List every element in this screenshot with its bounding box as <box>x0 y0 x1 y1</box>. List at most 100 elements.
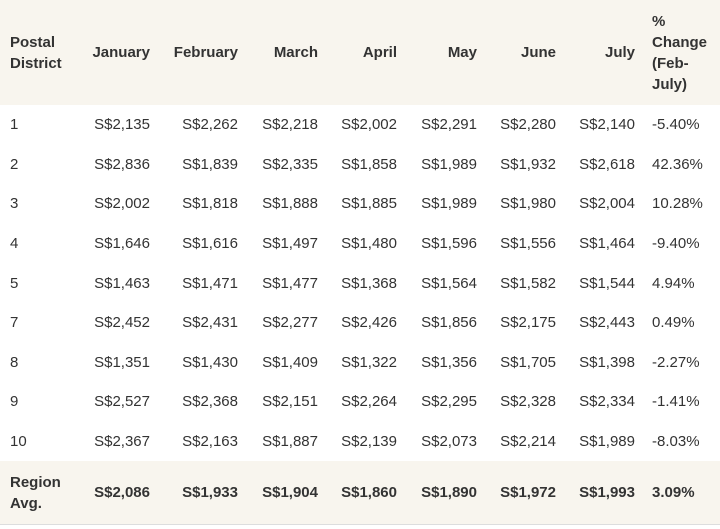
table-footer: Region Avg. S$2,086 S$1,933 S$1,904 S$1,860 S… <box>0 461 720 525</box>
table-cell: S$1,616 <box>182 235 238 253</box>
table-cell: S$2,295 <box>421 393 477 411</box>
table-cell: S$1,818 <box>182 195 238 213</box>
table-row: 1 S$2,135 S$2,262 S$2,218 S$2,002 S$2,291 S$2,… <box>0 105 720 145</box>
table-cell: -9.40% <box>652 235 700 253</box>
table-cell: 9 <box>10 393 19 411</box>
table-cell: S$1,989 <box>421 155 477 173</box>
column-header: Postal District <box>10 33 62 72</box>
footer-cell: S$1,993 <box>579 484 635 502</box>
table-cell: S$2,426 <box>341 314 397 332</box>
table-cell: 10 <box>10 433 27 451</box>
table-cell: 5 <box>10 274 19 292</box>
footer-cell: S$1,904 <box>262 484 318 502</box>
table-cell: S$2,368 <box>182 393 238 411</box>
footer-cell: Region Avg. <box>10 473 61 512</box>
table-cell: S$1,464 <box>579 235 635 253</box>
table-body: 1 S$2,135 S$2,262 S$2,218 S$2,002 S$2,291 S$2,… <box>0 105 720 461</box>
table-row: 5 S$1,463 S$1,471 S$1,477 S$1,368 S$1,564 S$1,… <box>0 263 720 303</box>
table-cell: S$1,544 <box>579 274 635 292</box>
table-cell: S$1,885 <box>341 195 397 213</box>
table-cell: 2 <box>10 155 19 173</box>
table-cell: 42.36% <box>652 155 703 173</box>
table-cell: S$2,277 <box>262 314 318 332</box>
footer-cell: 3.09% <box>652 484 695 502</box>
table-cell: S$1,705 <box>500 353 556 371</box>
table-cell: S$1,556 <box>500 235 556 253</box>
footer-cell: S$2,086 <box>94 484 150 502</box>
table-cell: S$2,135 <box>94 116 150 134</box>
table-cell: S$2,264 <box>341 393 397 411</box>
table-row: 9 S$2,527 S$2,368 S$2,151 S$2,264 S$2,295 S$2,… <box>0 382 720 422</box>
table-cell: S$1,596 <box>421 235 477 253</box>
column-header: February <box>173 44 238 61</box>
table-cell: 4.94% <box>652 274 695 292</box>
table-cell: S$2,175 <box>500 314 556 332</box>
table-cell: S$1,368 <box>341 274 397 292</box>
table-cell: S$2,328 <box>500 393 556 411</box>
table-cell: S$1,471 <box>182 274 238 292</box>
footer-cell: S$1,933 <box>182 484 238 502</box>
footer-row: Region Avg. S$2,086 S$1,933 S$1,904 S$1,860 S… <box>0 461 720 525</box>
footer-cell: S$1,890 <box>421 484 477 502</box>
table-cell: 8 <box>10 353 19 371</box>
table-cell: S$2,335 <box>262 155 318 173</box>
table-cell: S$1,477 <box>262 274 318 292</box>
table-cell: S$2,452 <box>94 314 150 332</box>
table-cell: S$2,431 <box>182 314 238 332</box>
table-cell: S$1,480 <box>341 235 397 253</box>
table-cell: -8.03% <box>652 433 700 451</box>
table-cell: S$1,322 <box>341 353 397 371</box>
footer-cell: S$1,860 <box>341 484 397 502</box>
table-cell: S$2,618 <box>579 155 635 173</box>
table-cell: S$2,262 <box>182 116 238 134</box>
table-row: 3 S$2,002 S$1,818 S$1,888 S$1,885 S$1,989 S$1,… <box>0 184 720 224</box>
table-row: 2 S$2,836 S$1,839 S$2,335 S$1,858 S$1,989 S$1,… <box>0 145 720 185</box>
table-cell: S$1,839 <box>182 155 238 173</box>
table-cell: S$2,140 <box>579 116 635 134</box>
table-cell: S$2,214 <box>500 433 556 451</box>
table-cell: S$1,646 <box>94 235 150 253</box>
table-cell: 4 <box>10 235 19 253</box>
table-cell: S$1,356 <box>421 353 477 371</box>
table-row: 10 S$2,367 S$2,163 S$1,887 S$2,139 S$2,073 S$2… <box>0 422 720 462</box>
table-cell: 7 <box>10 314 19 332</box>
column-header: March <box>273 44 318 61</box>
table-cell: S$2,367 <box>94 433 150 451</box>
table-cell: S$2,280 <box>500 116 556 134</box>
header-row: Postal District January February March April… <box>0 0 720 105</box>
table-cell: S$1,351 <box>94 353 150 371</box>
column-header: July <box>604 44 635 61</box>
table-cell: S$2,836 <box>94 155 150 173</box>
table-cell: S$2,527 <box>94 393 150 411</box>
table-cell: S$1,989 <box>421 195 477 213</box>
table-cell: S$1,463 <box>94 274 150 292</box>
table-cell: S$1,980 <box>500 195 556 213</box>
table-cell: S$1,888 <box>262 195 318 213</box>
table-cell: 1 <box>10 116 19 134</box>
table-cell: S$1,409 <box>262 353 318 371</box>
table-cell: 3 <box>10 195 19 213</box>
table-cell: S$2,443 <box>579 314 635 332</box>
table-row: 4 S$1,646 S$1,616 S$1,497 S$1,480 S$1,596 S$1,… <box>0 224 720 264</box>
table-header: Postal District January February March April… <box>0 0 720 105</box>
column-header: June <box>520 44 556 61</box>
column-header: % Change (Feb-July) <box>652 12 708 93</box>
table-cell: -1.41% <box>652 393 700 411</box>
table-cell: S$1,989 <box>579 433 635 451</box>
table-row: 7 S$2,452 S$2,431 S$2,277 S$2,426 S$1,856 S$2,… <box>0 303 720 343</box>
table-cell: -2.27% <box>652 353 700 371</box>
column-header: May <box>447 44 477 61</box>
column-header: April <box>362 44 397 61</box>
footer-cell: S$1,972 <box>500 484 556 502</box>
table-cell: -5.40% <box>652 116 700 134</box>
table-cell: 0.49% <box>652 314 695 332</box>
table-cell: S$2,163 <box>182 433 238 451</box>
table-cell: S$1,430 <box>182 353 238 371</box>
table-cell: S$2,073 <box>421 433 477 451</box>
table-cell: S$1,887 <box>262 433 318 451</box>
table-cell: S$1,497 <box>262 235 318 253</box>
table-cell: S$1,564 <box>421 274 477 292</box>
table-cell: 10.28% <box>652 195 703 213</box>
